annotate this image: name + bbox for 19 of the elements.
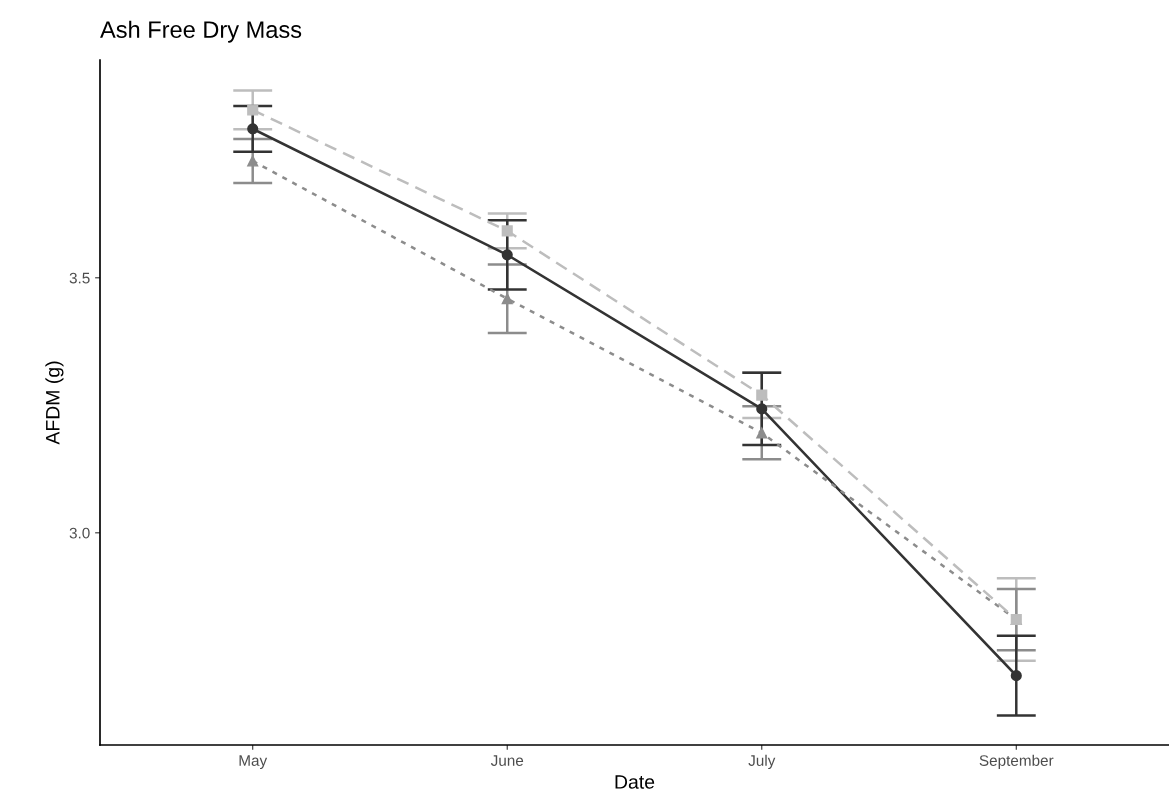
point — [247, 155, 259, 167]
point — [756, 403, 768, 415]
y-axis-title: AFDM (g) — [45, 361, 64, 445]
x-tick-label: June — [490, 755, 524, 766]
point — [501, 225, 513, 237]
x-tick-label: September — [979, 754, 1054, 769]
point — [756, 389, 768, 401]
x-axis-title: Date — [615, 775, 655, 789]
x-tick-label: July — [748, 754, 776, 769]
chart-title: Ash Free Dry Mass — [100, 20, 302, 43]
point — [247, 123, 259, 135]
x-tick-label: May — [239, 755, 268, 769]
y-tick-label: 3.0 — [69, 527, 90, 539]
point — [501, 293, 513, 305]
point — [247, 104, 259, 116]
point — [501, 249, 513, 261]
point — [756, 427, 768, 439]
point — [1010, 670, 1022, 682]
y-tick-label: 3.5 — [69, 272, 90, 284]
